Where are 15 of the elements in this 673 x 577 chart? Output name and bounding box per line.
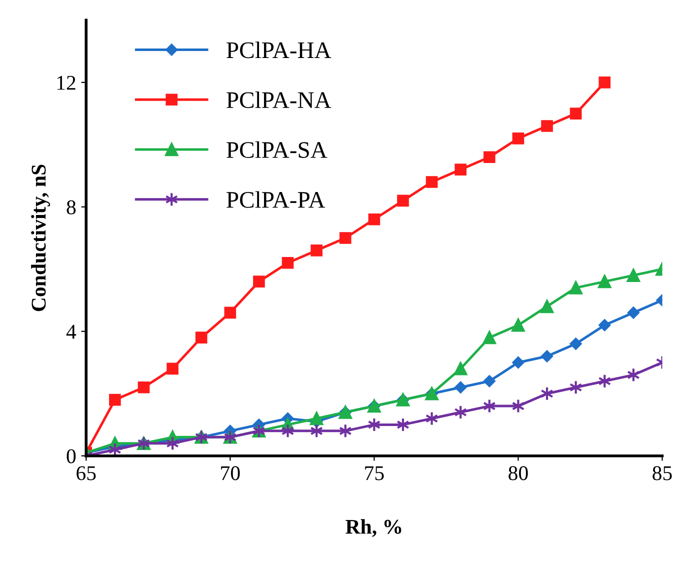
y-tick-label: 12 bbox=[57, 76, 76, 90]
x-tick-label: 85 bbox=[652, 466, 672, 480]
y-tick-label: 8 bbox=[66, 200, 76, 214]
x-tick-label: 70 bbox=[221, 466, 240, 480]
x-tick-label: 65 bbox=[76, 466, 96, 480]
legend-label: PClPA-HA bbox=[226, 42, 332, 58]
legend-label: PClPA-PA bbox=[226, 191, 326, 208]
y-axis-title: Conductivity, nS bbox=[31, 164, 50, 312]
y-tick-label: 0 bbox=[66, 449, 76, 464]
x-axis-title: Rh, % bbox=[346, 519, 402, 537]
y-tick-label: 4 bbox=[66, 324, 76, 339]
legend-label: PClPA-NA bbox=[226, 91, 332, 108]
x-tick-label: 75 bbox=[365, 466, 384, 480]
x-tick-label: 80 bbox=[508, 466, 528, 480]
legend-label: PClPA-SA bbox=[226, 141, 328, 158]
